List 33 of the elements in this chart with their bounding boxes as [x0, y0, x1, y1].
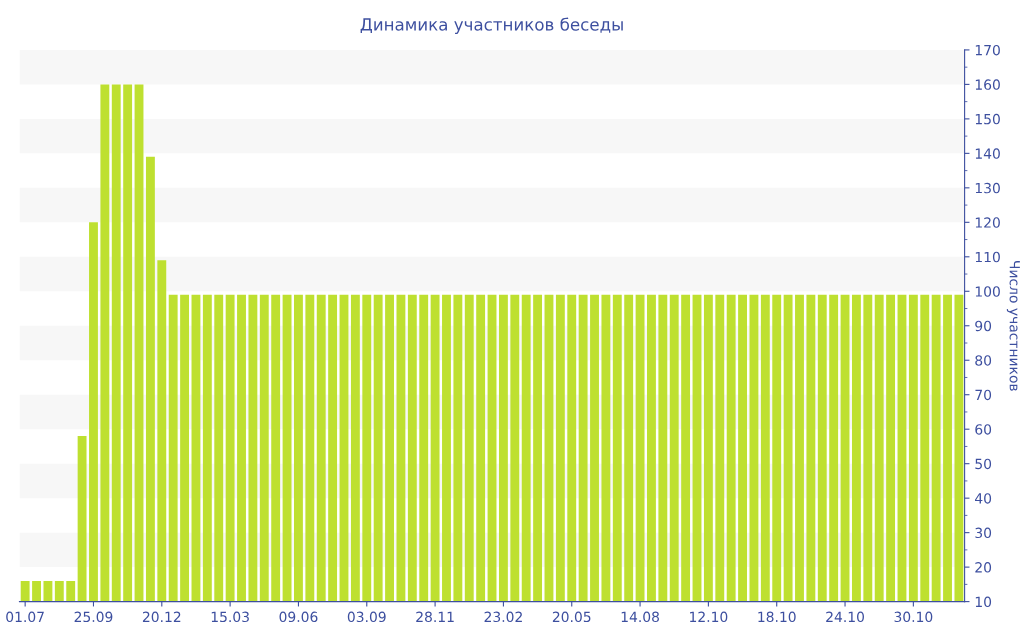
y-tick-label: 150 [975, 113, 1000, 125]
x-tick-label: 01.07 [6, 611, 44, 623]
x-tick-label: 24.10 [826, 611, 864, 623]
y-tick-label: 40 [975, 493, 992, 504]
x-tick-label: 23.02 [484, 611, 522, 623]
y-tick-label: 120 [975, 217, 1000, 228]
y-tick-label: 30 [975, 527, 992, 539]
x-tick-label: 28.11 [416, 611, 454, 623]
x-tick-label: 30.10 [894, 611, 933, 623]
x-tick-label: 15.03 [211, 611, 249, 623]
chart-title: Динамика участников беседы [360, 17, 623, 34]
y-tick-label: 60 [975, 424, 992, 435]
y-tick-label: 80 [975, 355, 992, 366]
y-axis-title: Число участников [1006, 261, 1020, 391]
y-tick-label: 170 [975, 44, 1000, 56]
x-tick-label: 20.05 [552, 611, 591, 623]
x-tick-label: 18.10 [758, 611, 796, 623]
x-tick-label: 03.09 [347, 611, 386, 623]
x-tick-label: 12.10 [690, 611, 728, 623]
y-tick-label: 90 [975, 320, 992, 332]
x-tick-label: 14.08 [621, 611, 659, 623]
x-tick-label: 25.09 [74, 611, 113, 623]
y-tick-label: 20 [975, 562, 992, 573]
y-tick-label: 110 [975, 251, 1000, 263]
y-tick-label: 160 [975, 79, 1000, 90]
y-tick-label: 50 [975, 458, 992, 470]
x-tick-label: 09.06 [279, 611, 318, 623]
y-tick-label: 100 [975, 286, 1000, 297]
x-tick-label: 20.12 [142, 611, 181, 623]
y-tick-label: 130 [975, 182, 1000, 194]
y-tick-label: 140 [975, 148, 1000, 159]
y-tick-label: 10 [975, 596, 992, 608]
y-tick-label: 70 [975, 389, 992, 401]
